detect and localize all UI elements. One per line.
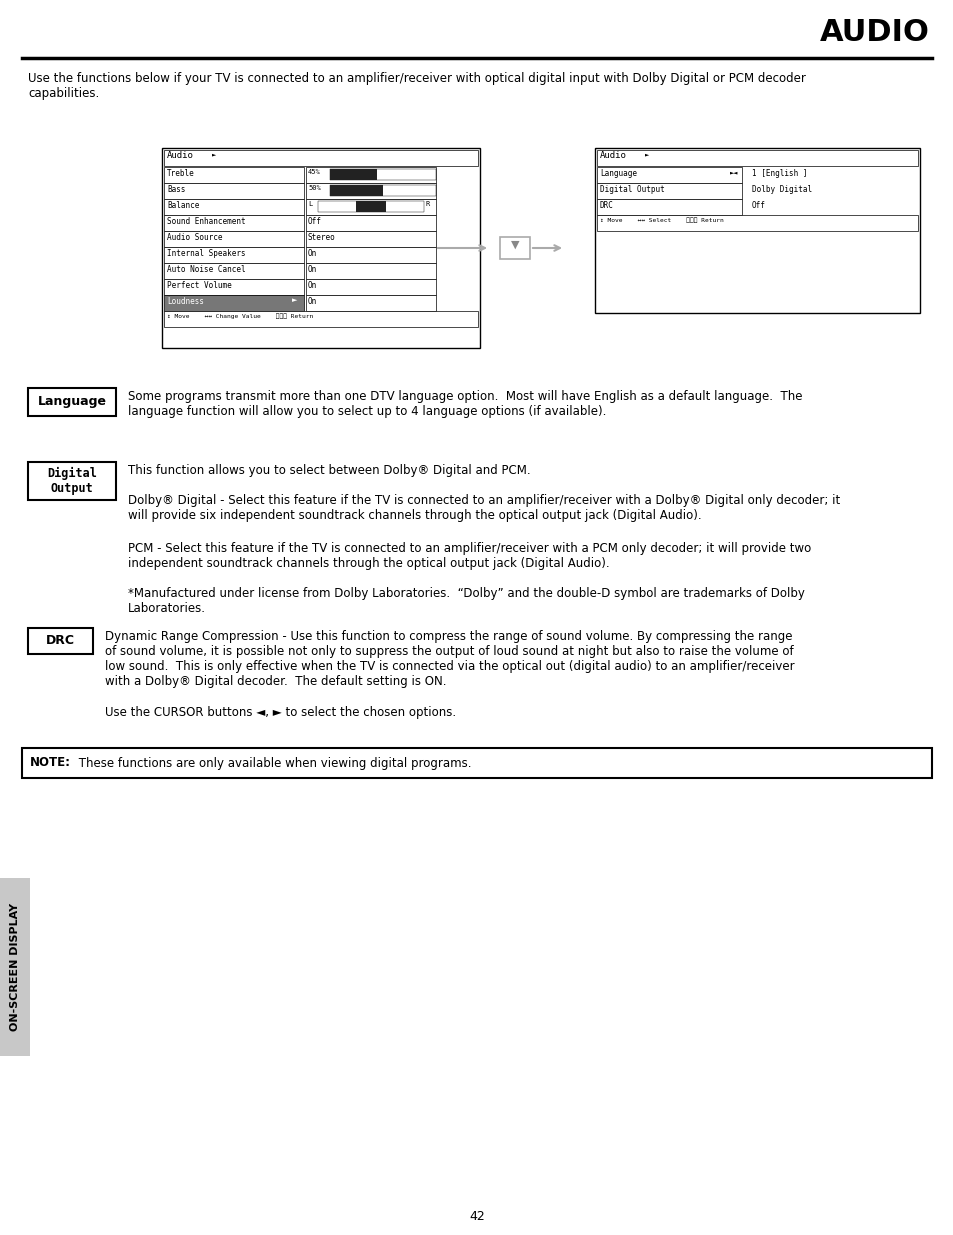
Text: 1 [English ]: 1 [English ] — [751, 169, 806, 178]
Text: Digital
Output: Digital Output — [47, 467, 97, 495]
Bar — [597, 167, 741, 183]
Text: Treble: Treble — [167, 169, 194, 178]
Text: Audio: Audio — [599, 151, 626, 161]
Bar — [597, 149, 917, 165]
Bar — [306, 247, 436, 263]
Bar — [306, 215, 436, 231]
Text: Bass: Bass — [167, 185, 185, 194]
Text: ►: ► — [644, 151, 649, 157]
Text: ↕ Move    ↔↔ Change Value    ⓡⓤⓣ Return: ↕ Move ↔↔ Change Value ⓡⓤⓣ Return — [167, 312, 313, 319]
Text: ↕ Move    ↔↔ Select    ⓡⓤⓣ Return: ↕ Move ↔↔ Select ⓡⓤⓣ Return — [599, 217, 723, 222]
Text: Dynamic Range Compression - Use this function to compress the range of sound vol: Dynamic Range Compression - Use this fun… — [105, 630, 794, 688]
Text: Loudness: Loudness — [167, 296, 204, 306]
Text: This function allows you to select between Dolby® Digital and PCM.: This function allows you to select betwe… — [128, 464, 530, 477]
Bar — [306, 295, 436, 311]
Text: AUDIO: AUDIO — [820, 19, 929, 47]
Text: 45%: 45% — [308, 169, 320, 175]
Bar — [499, 237, 530, 259]
Bar — [164, 311, 477, 327]
Text: Sound Enhancement: Sound Enhancement — [167, 217, 245, 226]
Bar — [28, 462, 116, 500]
Bar — [164, 183, 304, 199]
Bar — [330, 185, 382, 196]
Bar — [164, 215, 304, 231]
Bar — [164, 263, 304, 279]
Text: On: On — [308, 282, 317, 290]
Bar — [164, 199, 304, 215]
Bar — [355, 201, 386, 212]
Text: ►◄: ►◄ — [729, 169, 738, 175]
Bar — [164, 167, 304, 183]
Text: ►: ► — [292, 296, 297, 303]
Text: On: On — [308, 266, 317, 274]
Bar — [595, 148, 919, 312]
Text: *Manufactured under license from Dolby Laboratories.  “Dolby” and the double-D s: *Manufactured under license from Dolby L… — [128, 587, 804, 615]
Text: Internal Speakers: Internal Speakers — [167, 249, 245, 258]
Text: R: R — [425, 201, 430, 207]
Bar — [164, 279, 304, 295]
Text: Off: Off — [751, 201, 765, 210]
Text: On: On — [308, 249, 317, 258]
Text: 42: 42 — [469, 1210, 484, 1223]
Text: DRC: DRC — [599, 201, 613, 210]
Bar — [330, 169, 376, 180]
Text: Language: Language — [37, 395, 107, 409]
Text: Off: Off — [308, 217, 321, 226]
Bar — [0, 878, 30, 1056]
Text: Perfect Volume: Perfect Volume — [167, 282, 232, 290]
Bar — [22, 748, 931, 778]
Bar — [164, 149, 477, 165]
Bar — [306, 199, 436, 215]
Bar — [306, 231, 436, 247]
Bar — [164, 231, 304, 247]
Bar — [597, 183, 741, 199]
Text: Auto Noise Cancel: Auto Noise Cancel — [167, 266, 245, 274]
Text: Stereo: Stereo — [308, 233, 335, 242]
Bar — [28, 388, 116, 416]
Text: DRC: DRC — [46, 635, 74, 647]
Bar — [164, 295, 304, 311]
Text: Use the CURSOR buttons ◄, ► to select the chosen options.: Use the CURSOR buttons ◄, ► to select th… — [105, 706, 456, 719]
Bar — [330, 169, 436, 180]
Bar — [597, 215, 917, 231]
Bar — [306, 183, 436, 199]
Text: NOTE:: NOTE: — [30, 757, 71, 769]
Text: Audio: Audio — [167, 151, 193, 161]
Text: Digital Output: Digital Output — [599, 185, 664, 194]
Text: Use the functions below if your TV is connected to an amplifier/receiver with op: Use the functions below if your TV is co… — [28, 72, 805, 100]
Bar — [330, 185, 436, 196]
Text: ON-SCREEN DISPLAY: ON-SCREEN DISPLAY — [10, 903, 20, 1031]
Text: Language: Language — [599, 169, 637, 178]
Text: Dolby Digital: Dolby Digital — [751, 185, 811, 194]
Bar — [28, 629, 92, 655]
Bar — [164, 247, 304, 263]
Bar — [306, 279, 436, 295]
Text: Dolby® Digital - Select this feature if the TV is connected to an amplifier/rece: Dolby® Digital - Select this feature if … — [128, 494, 840, 522]
Text: 50%: 50% — [308, 185, 320, 191]
Text: These functions are only available when viewing digital programs.: These functions are only available when … — [75, 757, 471, 769]
Bar — [306, 167, 436, 183]
Bar — [317, 201, 423, 212]
Bar — [306, 263, 436, 279]
Bar — [162, 148, 479, 348]
Text: L: L — [308, 201, 312, 207]
Text: PCM - Select this feature if the TV is connected to an amplifier/receiver with a: PCM - Select this feature if the TV is c… — [128, 542, 810, 571]
Text: Balance: Balance — [167, 201, 199, 210]
Bar — [597, 199, 741, 215]
Text: Audio Source: Audio Source — [167, 233, 222, 242]
Text: ▼: ▼ — [510, 240, 518, 249]
Text: Some programs transmit more than one DTV language option.  Most will have Englis: Some programs transmit more than one DTV… — [128, 390, 801, 417]
Text: On: On — [308, 296, 317, 306]
Text: ►: ► — [212, 151, 216, 157]
